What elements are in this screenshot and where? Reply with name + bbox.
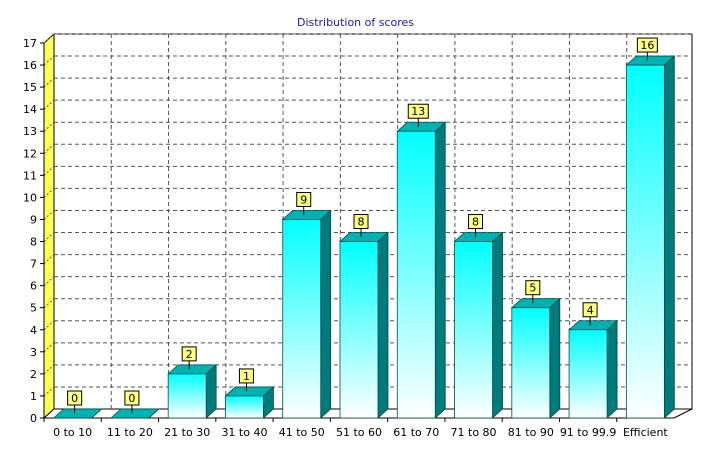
bar-side <box>320 209 332 419</box>
chart-title: Distribution of scores <box>296 16 415 29</box>
y-tick-label: 7 <box>30 258 37 271</box>
bar <box>224 386 275 419</box>
y-tick-label: 2 <box>30 368 37 381</box>
data-label: 1 <box>243 370 250 383</box>
data-label-box <box>468 214 484 230</box>
y-tick-label: 9 <box>30 213 37 226</box>
bar-side <box>606 319 618 419</box>
y-tick-label: 5 <box>30 302 37 315</box>
y-tick-label: 17 <box>23 37 37 50</box>
left-wall <box>43 32 55 420</box>
bar <box>281 209 332 419</box>
y-tick-label: 6 <box>30 280 37 293</box>
bar <box>167 363 218 419</box>
y-tick-label: 3 <box>30 346 37 359</box>
y-tick-label: 0 <box>30 412 37 425</box>
data-label-box <box>636 37 658 53</box>
x-tick-label: 0 to 10 <box>53 426 92 439</box>
data-label-box <box>407 103 429 119</box>
data-label-box <box>238 368 254 384</box>
bar-side <box>549 297 561 419</box>
bar <box>109 408 160 419</box>
x-tick-label: Efficient <box>623 426 668 439</box>
bar <box>52 408 103 419</box>
data-label-box <box>353 214 369 230</box>
bar <box>396 121 447 419</box>
bar-top <box>52 408 103 419</box>
data-label: 9 <box>300 193 307 206</box>
data-label: 2 <box>186 348 193 361</box>
x-tick-label: 61 to 70 <box>393 426 439 439</box>
data-label: 0 <box>128 392 135 405</box>
y-tick-label: 8 <box>30 236 37 249</box>
y-tick-label: 16 <box>23 59 37 72</box>
bar-front <box>282 219 322 419</box>
bar-front <box>339 241 379 419</box>
y-tick-label: 1 <box>30 390 37 403</box>
data-label: 4 <box>587 304 594 317</box>
data-label-box <box>582 302 598 318</box>
bar <box>510 297 561 419</box>
bar-top <box>109 408 160 419</box>
data-label-box <box>124 390 140 406</box>
x-tick-label: 71 to 80 <box>451 426 497 439</box>
data-label: 0 <box>71 392 78 405</box>
bar <box>625 55 676 419</box>
bar-front <box>225 395 264 419</box>
data-label: 8 <box>472 216 479 229</box>
x-tick-label: 41 to 50 <box>279 426 325 439</box>
y-tick-label: 4 <box>30 324 37 337</box>
data-label: 16 <box>640 39 654 52</box>
x-tick-label: 91 to 99.9 <box>560 426 617 439</box>
y-tick-label: 11 <box>23 169 37 182</box>
y-tick-label: 12 <box>23 147 37 160</box>
bar <box>338 231 390 419</box>
bar-side <box>492 231 503 419</box>
bar <box>453 231 504 419</box>
data-label-box <box>67 390 83 406</box>
data-label-box <box>181 346 197 362</box>
y-tick-label: 10 <box>23 191 37 204</box>
x-tick-label: 21 to 30 <box>164 426 210 439</box>
bar-side <box>377 231 389 419</box>
y-tick-label: 14 <box>23 103 37 116</box>
bar-front <box>625 64 665 419</box>
bar-front <box>511 307 551 419</box>
y-tick-label: 13 <box>23 125 37 138</box>
bar-front <box>396 130 436 419</box>
data-label: 8 <box>358 216 365 229</box>
x-tick-label: 51 to 60 <box>336 426 382 439</box>
bar-side <box>434 121 446 419</box>
data-label-box <box>296 191 312 207</box>
x-tick-label: 11 to 20 <box>107 426 153 439</box>
data-label-box <box>525 280 541 296</box>
bar-front <box>568 329 608 419</box>
data-label: 5 <box>529 282 536 295</box>
x-tick-label: 31 to 40 <box>221 426 267 439</box>
bar-side <box>663 55 675 419</box>
x-tick-label: 81 to 90 <box>508 426 554 439</box>
y-tick-label: 15 <box>23 81 37 94</box>
bar-front <box>454 241 493 419</box>
bar <box>568 319 619 419</box>
data-label: 13 <box>411 105 425 118</box>
bar-front <box>167 373 207 419</box>
